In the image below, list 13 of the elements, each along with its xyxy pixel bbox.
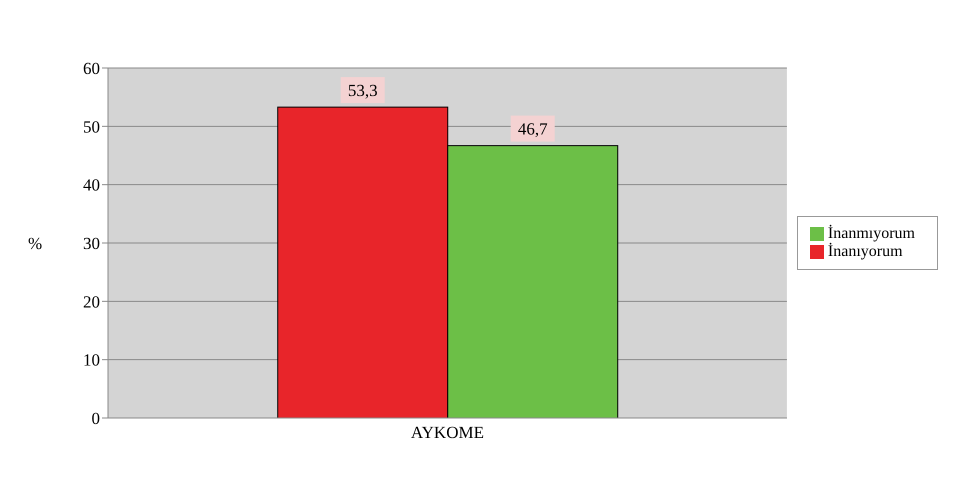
data-label: 46,7: [518, 120, 548, 139]
x-tick-label: AYKOME: [410, 423, 484, 442]
legend-label: İnanıyorum: [828, 243, 903, 260]
y-tick-label: 30: [83, 234, 100, 254]
y-tick-label: 50: [83, 117, 100, 136]
y-tick-label: 60: [83, 59, 100, 78]
y-tick-label: 40: [83, 176, 100, 195]
legend-label: İnanmıyorum: [828, 225, 915, 242]
y-tick-label: 0: [92, 409, 100, 428]
data-label: 53,3: [348, 81, 378, 100]
y-tick-label: 10: [83, 350, 100, 370]
y-axis-title: %: [28, 234, 42, 254]
y-tick-label: 20: [83, 292, 100, 312]
